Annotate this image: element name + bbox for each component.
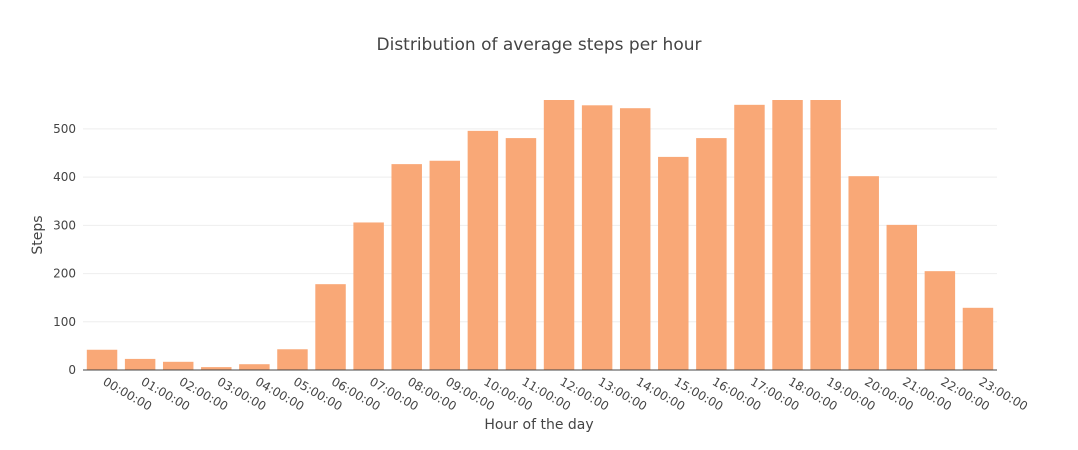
bar bbox=[391, 164, 422, 370]
bar bbox=[353, 222, 384, 370]
bar bbox=[696, 138, 727, 370]
bar bbox=[924, 271, 956, 370]
bar bbox=[162, 361, 194, 370]
gridlines bbox=[83, 128, 997, 323]
bar bbox=[124, 358, 156, 370]
y-tick-label: 300 bbox=[53, 218, 76, 232]
bar bbox=[810, 100, 841, 370]
bar bbox=[277, 349, 308, 370]
bar bbox=[543, 100, 575, 370]
bar bbox=[239, 364, 270, 370]
bar bbox=[201, 367, 232, 370]
y-tick-label: 500 bbox=[53, 122, 76, 136]
bar bbox=[619, 108, 651, 371]
x-axis-title: Hour of the day bbox=[484, 417, 593, 433]
y-tick-label: 400 bbox=[53, 170, 76, 184]
bar bbox=[315, 284, 346, 370]
bar bbox=[505, 138, 537, 370]
bars bbox=[86, 100, 994, 371]
y-axis-ticks: 0 100 200 300 400 500 bbox=[53, 122, 76, 377]
bar bbox=[581, 105, 613, 370]
bar bbox=[886, 224, 918, 370]
y-tick-label: 200 bbox=[53, 267, 76, 281]
y-tick-label: 100 bbox=[53, 315, 76, 329]
bar bbox=[86, 349, 118, 370]
chart-title: Distribution of average steps per hour bbox=[377, 35, 702, 55]
y-tick-label: 0 bbox=[68, 363, 76, 377]
bar bbox=[772, 100, 803, 370]
bar bbox=[467, 130, 499, 370]
bar bbox=[848, 176, 879, 370]
bar bbox=[734, 104, 765, 371]
y-axis-title: Steps bbox=[30, 215, 46, 254]
bar bbox=[962, 307, 994, 370]
x-axis-ticks: 00:00:0001:00:0002:00:0003:00:0004:00:00… bbox=[101, 374, 1031, 413]
bar bbox=[429, 160, 461, 370]
bar bbox=[658, 156, 689, 370]
